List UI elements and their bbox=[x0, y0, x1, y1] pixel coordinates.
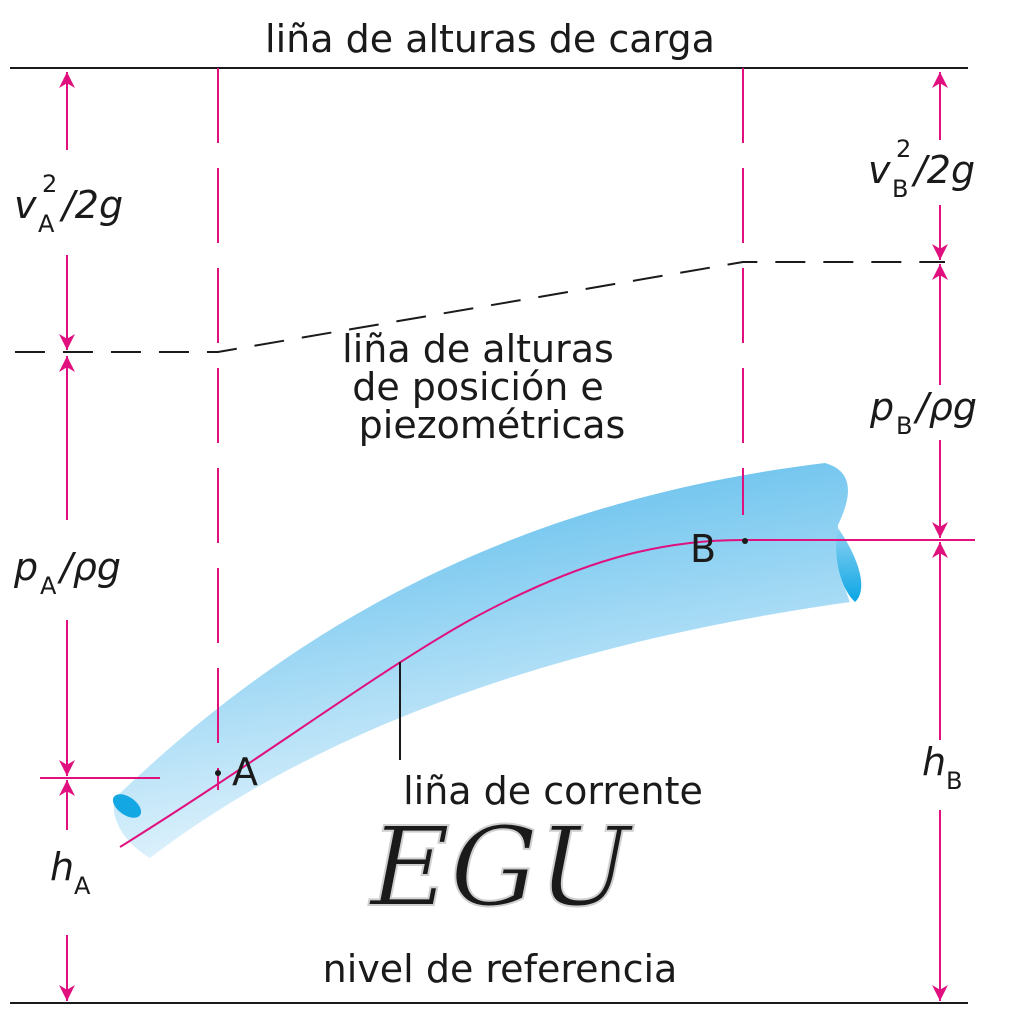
vb-label: v 2 B /2g bbox=[868, 135, 975, 203]
svg-text:B: B bbox=[892, 175, 908, 203]
svg-text:p: p bbox=[13, 545, 38, 589]
svg-text:B: B bbox=[946, 767, 962, 795]
svg-text:h: h bbox=[922, 740, 946, 784]
energy-line-label: liña de alturas de carga bbox=[265, 17, 715, 61]
piezometric-line bbox=[15, 261, 945, 353]
watermark-logo: EGU bbox=[368, 803, 634, 931]
svg-text:v: v bbox=[868, 148, 891, 192]
piezo-line-label-2: de posición e bbox=[352, 365, 604, 409]
svg-text:B: B bbox=[896, 412, 912, 440]
hb-label: h B bbox=[922, 740, 962, 795]
ha-label: h A bbox=[50, 845, 91, 900]
svg-text:v: v bbox=[14, 183, 37, 227]
pipe bbox=[113, 463, 851, 858]
point-b-dot bbox=[742, 538, 748, 544]
left-dimensions bbox=[59, 72, 948, 1001]
svg-text:2: 2 bbox=[42, 170, 57, 198]
streamline bbox=[119, 539, 744, 848]
svg-text:2: 2 bbox=[896, 135, 911, 163]
svg-text:/ρg: /ρg bbox=[57, 545, 121, 589]
piezo-line-label-3: piezométricas bbox=[359, 403, 626, 447]
pb-label: p B /ρg bbox=[869, 385, 977, 440]
pipe-end-right bbox=[836, 528, 862, 602]
point-a-dot bbox=[215, 770, 221, 776]
piezo-line-label-1: liña de alturas bbox=[342, 327, 614, 371]
svg-text:/2g: /2g bbox=[911, 148, 975, 192]
datum-label: nivel de referencia bbox=[323, 947, 678, 991]
svg-text:p: p bbox=[869, 385, 894, 429]
point-b-label: B bbox=[690, 527, 716, 571]
va-label: v 2 A /2g bbox=[14, 170, 123, 238]
svg-text:A: A bbox=[40, 572, 57, 600]
point-a-label: A bbox=[232, 750, 258, 794]
pipe-end-left bbox=[112, 794, 142, 818]
pa-label: p A /ρg bbox=[13, 545, 121, 600]
svg-text:/2g: /2g bbox=[59, 183, 123, 227]
svg-text:A: A bbox=[74, 872, 91, 900]
streamline-label: liña de corrente bbox=[403, 769, 703, 813]
svg-text:/ρg: /ρg bbox=[913, 385, 977, 429]
svg-text:A: A bbox=[38, 210, 55, 238]
svg-text:h: h bbox=[50, 845, 74, 889]
